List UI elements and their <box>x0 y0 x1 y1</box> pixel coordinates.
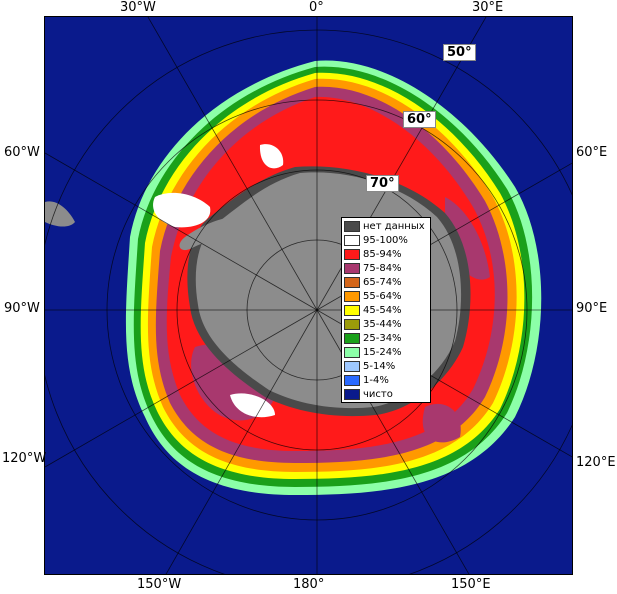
legend-item: 85-94% <box>344 247 428 261</box>
legend-swatch <box>344 276 360 288</box>
legend-item: 1-4% <box>344 373 428 387</box>
legend-item: 65-74% <box>344 275 428 289</box>
legend-swatch <box>344 262 360 274</box>
legend-label: 55-64% <box>363 290 402 302</box>
legend-item: 55-64% <box>344 289 428 303</box>
legend-swatch <box>344 374 360 386</box>
right-label-90e: 90°E <box>576 301 608 316</box>
lat-label-60: 60° <box>403 111 436 128</box>
ice-patch-95-100-b <box>259 144 284 169</box>
left-label-60w: 60°W <box>4 145 40 160</box>
legend-label: 35-44% <box>363 318 402 330</box>
legend-swatch <box>344 234 360 246</box>
legend-item: 15-24% <box>344 345 428 359</box>
legend-item: нет данных <box>344 219 428 233</box>
legend-label: нет данных <box>363 220 425 232</box>
meridian-120w <box>45 309 318 468</box>
left-label-120w: 120°W <box>2 451 47 466</box>
right-label-120e: 120°E <box>576 455 616 470</box>
legend-label: 95-100% <box>363 234 408 246</box>
sea-ice-map <box>45 17 572 574</box>
bottom-label-180: 180° <box>293 577 325 592</box>
south-america-fragment <box>45 201 75 227</box>
legend-label: 1-4% <box>363 374 389 386</box>
bottom-label-150e: 150°E <box>451 577 491 592</box>
legend-label: чисто <box>363 388 393 400</box>
legend-swatch <box>344 220 360 232</box>
meridian-60w <box>45 152 318 311</box>
legend-swatch <box>344 388 360 400</box>
legend-label: 5-14% <box>363 360 396 372</box>
legend-swatch <box>344 248 360 260</box>
legend-label: 45-54% <box>363 304 402 316</box>
legend-item: чисто <box>344 387 428 401</box>
legend-swatch <box>344 304 360 316</box>
legend-label: 65-74% <box>363 276 402 288</box>
legend-swatch <box>344 360 360 372</box>
top-label-30e: 30°E <box>472 0 504 15</box>
meridian-150w <box>165 309 318 574</box>
legend-label: 25-34% <box>363 332 402 344</box>
left-label-90w: 90°W <box>4 301 40 316</box>
legend-item: 95-100% <box>344 233 428 247</box>
ice-patch-95-100-d <box>230 393 275 418</box>
lat-label-50: 50° <box>443 44 476 61</box>
ice-patch-75-84-b <box>422 403 461 443</box>
legend-swatch <box>344 290 360 302</box>
legend-swatch <box>344 332 360 344</box>
legend-label: 85-94% <box>363 248 402 260</box>
legend-label: 75-84% <box>363 262 402 274</box>
top-label-0: 0° <box>309 0 324 15</box>
top-label-30w: 30°W <box>120 0 156 15</box>
legend-item: 5-14% <box>344 359 428 373</box>
legend-item: 45-54% <box>344 303 428 317</box>
map-frame: 50° 60° 70° нет данных 95-100% 85-94% 75-84… <box>44 16 573 575</box>
legend-swatch <box>344 346 360 358</box>
legend-swatch <box>344 318 360 330</box>
bottom-label-150w: 150°W <box>137 577 182 592</box>
lat-label-70: 70° <box>366 175 399 192</box>
legend-item: 75-84% <box>344 261 428 275</box>
right-label-60e: 60°E <box>576 145 608 160</box>
legend-label: 15-24% <box>363 346 402 358</box>
legend-item: 25-34% <box>344 331 428 345</box>
legend: нет данных 95-100% 85-94% 75-84% 65-74% 55-64… <box>341 217 431 403</box>
meridian-30w <box>147 17 318 311</box>
ice-patch-95-100-a <box>153 192 211 228</box>
legend-item: 35-44% <box>344 317 428 331</box>
